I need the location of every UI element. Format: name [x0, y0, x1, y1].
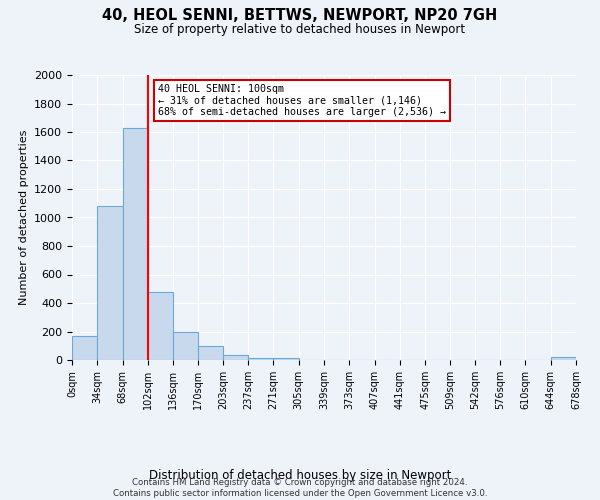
Bar: [248, 358, 274, 360]
Bar: [122, 128, 148, 360]
Text: 40, HEOL SENNI, BETTWS, NEWPORT, NP20 7GH: 40, HEOL SENNI, BETTWS, NEWPORT, NP20 7G…: [103, 8, 497, 22]
Bar: [72, 336, 97, 360]
Text: Size of property relative to detached houses in Newport: Size of property relative to detached ho…: [134, 22, 466, 36]
Text: Distribution of detached houses by size in Newport: Distribution of detached houses by size …: [149, 470, 451, 482]
Bar: [551, 357, 576, 360]
Text: Contains HM Land Registry data © Crown copyright and database right 2024.
Contai: Contains HM Land Registry data © Crown c…: [113, 478, 487, 498]
Bar: [199, 346, 223, 360]
Bar: [97, 206, 122, 360]
Text: 40 HEOL SENNI: 100sqm
← 31% of detached houses are smaller (1,146)
68% of semi-d: 40 HEOL SENNI: 100sqm ← 31% of detached …: [158, 84, 446, 116]
Bar: [223, 355, 248, 360]
Bar: [274, 358, 299, 360]
Y-axis label: Number of detached properties: Number of detached properties: [19, 130, 29, 305]
Bar: [173, 332, 199, 360]
Bar: [148, 292, 173, 360]
